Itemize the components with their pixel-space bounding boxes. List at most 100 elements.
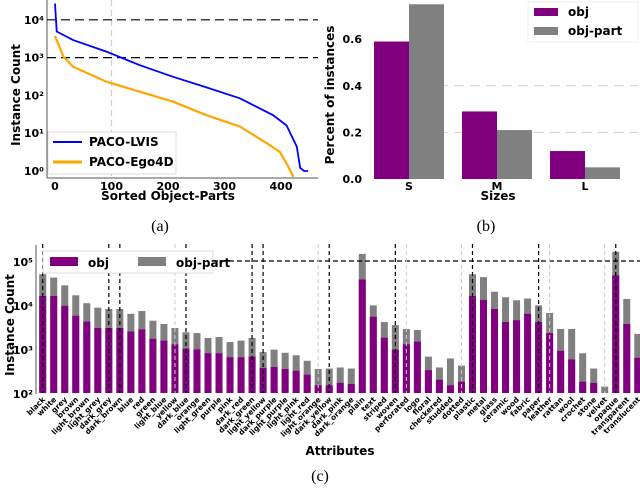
bar-obj-light-pink — [292, 370, 300, 393]
chart-c-ytick-label: 10³ — [13, 344, 33, 357]
chart-a-ytick-label: 10² — [24, 89, 44, 102]
bar-obj-light-blue — [160, 340, 168, 393]
bar-obj-dark-pink — [336, 382, 344, 393]
bar-total-velvet — [601, 386, 609, 393]
bar-obj-floral — [424, 370, 432, 393]
bar-total-stone — [590, 368, 598, 393]
bar-obj-glass — [491, 309, 499, 393]
bar-obj-rattan — [557, 350, 565, 393]
bar-obj-wool — [568, 359, 576, 393]
legend-label-obj: obj — [568, 5, 589, 19]
legend-swatch-obj-part-c — [138, 257, 166, 266]
bar-obj-brown — [72, 315, 80, 393]
chart-b-xtick-label: S — [405, 180, 413, 193]
legend-label-obj-c: obj — [88, 256, 109, 270]
bar-obj-light-grey — [94, 328, 102, 393]
bar-obj-pink — [226, 357, 234, 393]
bar-obj-light-red — [303, 374, 311, 393]
chart-b-ylabel: Percent of instances — [323, 26, 337, 165]
chart-a-legend: PACO-LVIS PACO-Ego4D — [47, 131, 177, 175]
bar-total-crochet — [579, 353, 587, 393]
bar-obj-translucent — [634, 357, 640, 393]
bar-obj-opaque — [612, 275, 620, 393]
bar-obj-dark-grey — [105, 328, 113, 393]
legend-swatch-obj — [534, 8, 558, 16]
bar-obj-orange — [193, 349, 201, 393]
bar-obj-m — [462, 111, 497, 179]
bar-obj-light-green — [204, 353, 212, 393]
bar-obj-plain — [358, 279, 366, 393]
chart-c-ytick-label: 10² — [13, 388, 33, 401]
chart-b-ytick-label: 0.6 — [343, 33, 363, 46]
bar-obj-part-s — [409, 4, 444, 179]
bar-obj-l — [550, 151, 585, 179]
legend-label-paco-ego4d: PACO-Ego4D — [89, 155, 174, 169]
bar-obj-crochet — [579, 381, 587, 393]
chart-a-xtick-label: 400 — [270, 180, 293, 193]
chart-b-ytick-label: 0.2 — [343, 126, 363, 139]
bar-total-dark-orange — [347, 368, 355, 393]
bar-obj-red — [138, 329, 146, 393]
bar-obj-text — [369, 316, 377, 393]
chart-a-legend-box — [47, 131, 177, 175]
chart-c-xlabel: Attributes — [306, 444, 375, 458]
chart-b-xlabel: Sizes — [480, 189, 515, 203]
chart-a-ylabel: Instance Count — [9, 44, 23, 146]
bar-obj-dark-purple — [270, 366, 278, 393]
legend-label-paco-lvis: PACO-LVIS — [89, 135, 159, 149]
chart-c: Instance Count Attributes (c) 10² 10³ 10⁴ 1… — [3, 244, 640, 485]
chart-b-xtick-label: L — [581, 180, 588, 193]
chart-a-caption: (a) — [151, 218, 169, 235]
bar-obj-part-m — [497, 130, 532, 179]
bar-obj-light-brown — [83, 321, 91, 393]
bar-obj-logo — [413, 341, 421, 393]
legend-swatch-obj-c — [50, 257, 78, 266]
chart-c-ytick-label: 10⁴ — [13, 300, 33, 313]
bar-obj-dark-red — [237, 357, 245, 393]
bar-obj-striped — [380, 337, 388, 393]
legend-label-obj-part-c: obj-part — [176, 256, 231, 270]
bar-obj-purple — [215, 353, 223, 393]
chart-c-ytick-label: 10⁵ — [13, 256, 33, 269]
chart-a-ytick-label: 10¹ — [24, 127, 44, 140]
bar-obj-s — [374, 41, 409, 179]
bar-obj-dark-yellow — [325, 385, 333, 393]
bar-obj-yellow — [171, 344, 179, 393]
chart-b: Percent of instances Sizes (b) S M L 0.0 0.2… — [323, 1, 639, 235]
chart-a: Instance Count Sorted Object-Parts (a) 0… — [9, 0, 318, 235]
chart-b-ytick-label: 0.4 — [343, 80, 363, 93]
chart-c-legend: obj obj-part — [42, 250, 231, 274]
chart-b-caption: (b) — [477, 218, 496, 235]
bar-obj-dark-green — [248, 356, 256, 393]
chart-a-xtick-label: 100 — [100, 180, 123, 193]
chart-a-xtick-label: 200 — [157, 180, 180, 193]
bar-obj-dark-orange — [347, 384, 355, 393]
bar-obj-wood — [513, 320, 521, 393]
series-line-paco-ego4d — [53, 35, 295, 178]
chart-b-legend: obj obj-part — [527, 1, 639, 43]
chart-c-ylabel: Instance Count — [3, 274, 17, 376]
chart-c-legend-box — [42, 250, 214, 274]
bar-obj-light-purple — [281, 369, 289, 393]
chart-a-ytick-label: 10³ — [24, 52, 44, 65]
chart-a-xlabel: Sorted Object-Parts — [101, 189, 235, 203]
chart-a-ytick-label: 10⁰ — [24, 165, 44, 178]
bar-obj-checkered — [435, 379, 443, 393]
bar-obj-part-l — [585, 167, 620, 179]
bar-obj-perforated — [402, 344, 410, 393]
bar-obj-light-orange — [314, 385, 322, 393]
bar-obj-dark-brown — [116, 328, 124, 393]
legend-label-obj-part: obj-part — [568, 24, 623, 38]
series-line-paco-lvis — [54, 3, 309, 172]
bar-obj-stone — [590, 382, 598, 393]
chart-b-ytick-label: 0.0 — [343, 173, 363, 186]
bar-obj-fabric — [524, 313, 532, 393]
bar-obj-grey — [61, 305, 69, 393]
bar-total-light-orange — [314, 369, 322, 393]
bar-total-studded — [446, 358, 454, 393]
bar-obj-studded — [446, 385, 454, 393]
bar-obj-ceramic — [502, 322, 510, 393]
bar-obj-blue — [127, 331, 135, 393]
bar-total-dark-pink — [336, 367, 344, 393]
